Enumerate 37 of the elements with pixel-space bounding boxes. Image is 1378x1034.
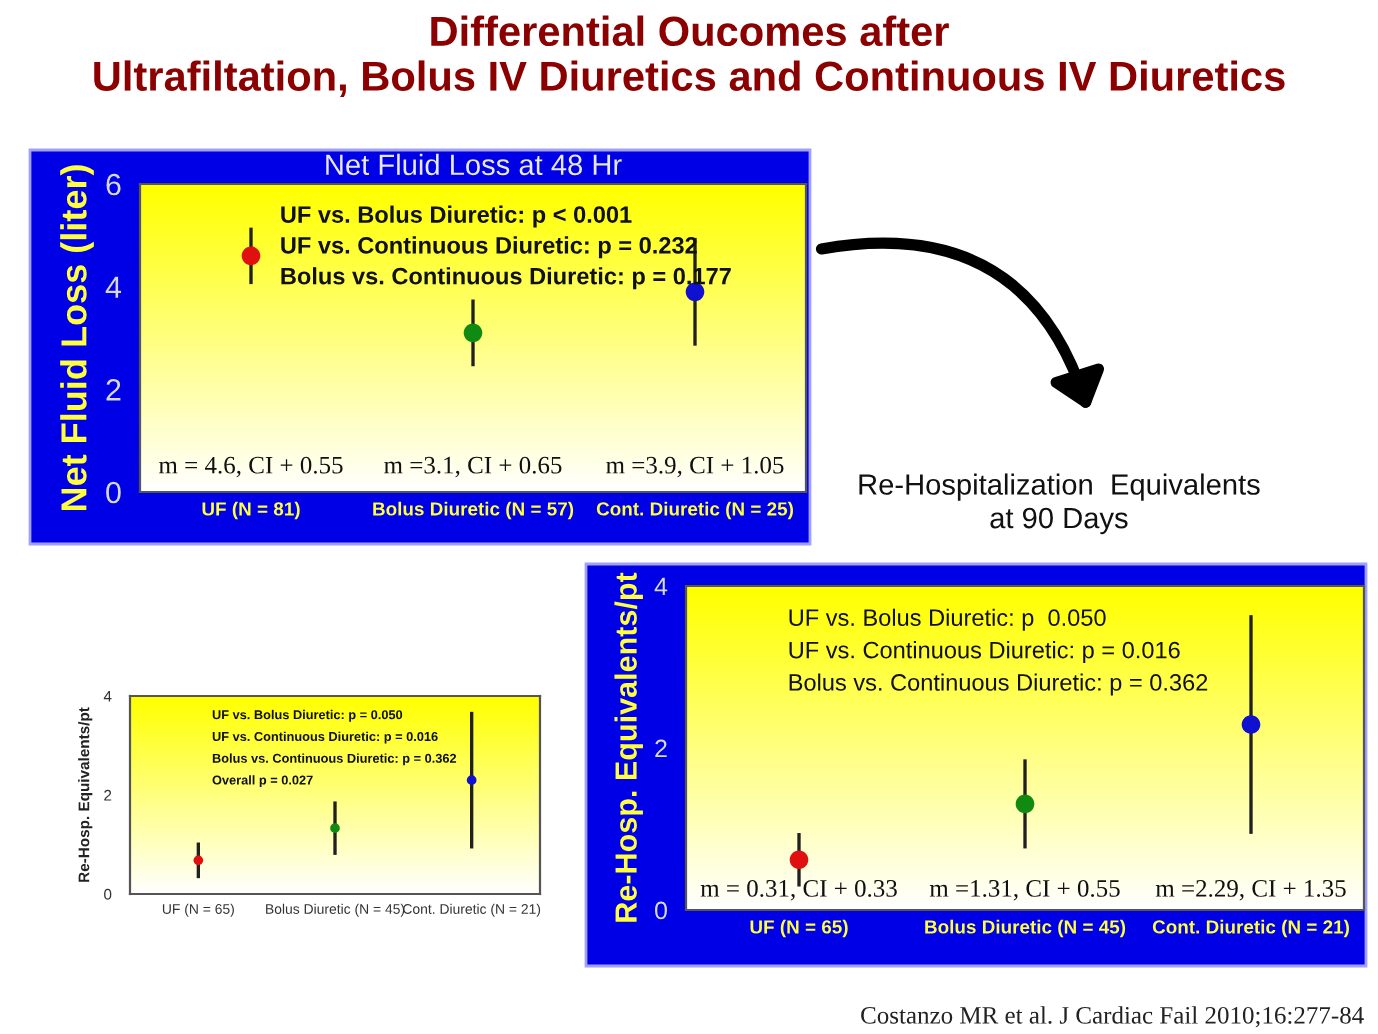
annotation: m = 4.6, CI + 0.55 xyxy=(158,456,343,478)
y-axis-title: Net Fluid Loss (liter) xyxy=(60,165,94,511)
point xyxy=(466,775,477,785)
x-tick-label: UF (N = 81) xyxy=(202,501,300,520)
text: Costanzo MR et al. J Cardiac Fail 2010;16:277-84 xyxy=(861,1006,1364,1028)
y-axis-title: Re-Hosp. Equivalents/pt xyxy=(614,572,643,922)
point xyxy=(1015,794,1035,814)
annotation: m =3.9, CI + 1.05 xyxy=(606,456,784,478)
x-tick-label: Cont. Diuretic (N = 21) xyxy=(1152,919,1349,938)
x-tick-label: Bolus Diuretic (N = 45) xyxy=(925,919,1126,938)
annotation: Bolus vs. Continuous Diuretic: p = 0.362 xyxy=(789,673,1208,696)
y-tick-label: 4 xyxy=(105,276,122,298)
point xyxy=(330,823,340,833)
point xyxy=(463,323,483,343)
annotation: m =1.31, CI + 0.55 xyxy=(929,879,1120,901)
point xyxy=(241,246,261,266)
y-tick-label: 0 xyxy=(655,901,667,920)
y-tick-label: 2 xyxy=(106,379,121,401)
x-tick-label: UF (N = 65) xyxy=(750,919,848,938)
point xyxy=(789,850,809,870)
point xyxy=(193,855,204,866)
y-tick-label: 4 xyxy=(654,577,668,596)
annotation: UF vs. Continuous Diuretic: p = 0.016 xyxy=(789,641,1180,664)
chart-title: Differential Oucomes after Ultrafiltation, Bolus IV Diuretics and Continuous IV Diuretics xyxy=(94,15,1285,98)
x-tick-label: Bolus Diuretic (N = 57) xyxy=(373,501,574,520)
annotation: m =2.29, CI + 1.35 xyxy=(1155,880,1346,901)
x-tick-label: Cont. Diuretic (N = 25) xyxy=(596,501,793,520)
y-tick-label: 2 xyxy=(655,739,667,758)
chart-title: Re-Hospitalization Equivalents at 90 Days xyxy=(859,473,1260,535)
chart-subtitle: Net Fluid Loss at 48 Hr xyxy=(326,153,622,176)
annotation: UF vs. Bolus Diuretic: p 0.050 xyxy=(789,608,1106,631)
annotation: UF vs. Bolus Diuretic: p < 0.001 xyxy=(281,205,632,228)
y-tick-label: 0 xyxy=(106,481,121,504)
point xyxy=(1241,715,1261,734)
y-tick-label: 6 xyxy=(106,173,121,196)
annotation: m = 0.31, CI + 0.33 xyxy=(700,879,897,901)
annotation: m =3.1, CI + 0.65 xyxy=(384,456,562,478)
